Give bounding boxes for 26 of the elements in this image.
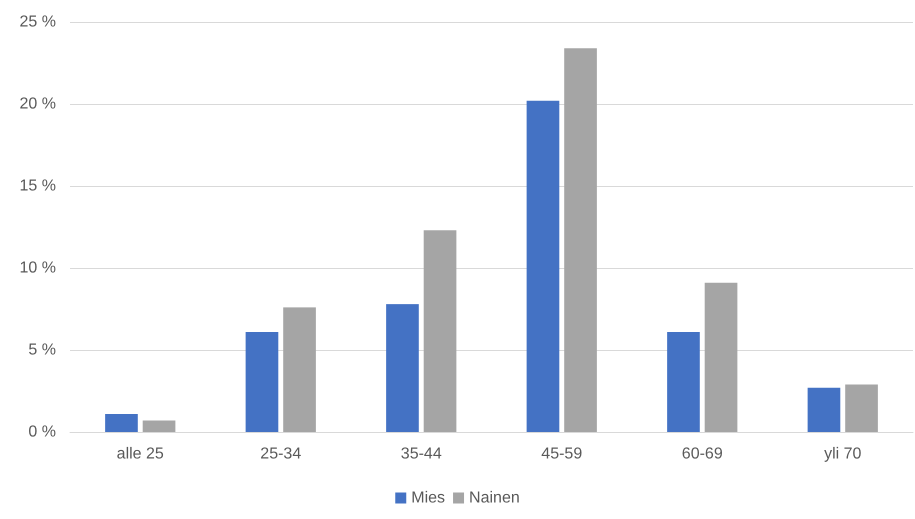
x-tick-label: 45-59 <box>541 446 582 462</box>
bar <box>845 384 878 432</box>
bar <box>808 388 840 432</box>
legend-label: Nainen <box>469 490 520 506</box>
y-tick-label: 5 % <box>28 342 56 358</box>
y-tick-label: 20 % <box>20 96 56 112</box>
x-tick-label: 25-34 <box>260 446 302 462</box>
bar <box>246 332 278 432</box>
y-tick-label: 10 % <box>20 260 56 276</box>
bar <box>526 100 560 432</box>
y-tick-label: 25 % <box>20 14 56 30</box>
x-tick-label: 60-69 <box>682 446 723 462</box>
legend-label: Mies <box>411 490 446 506</box>
y-tick-label: 0 % <box>28 424 56 440</box>
bar <box>424 230 456 432</box>
bar <box>105 414 138 432</box>
bar <box>704 282 738 432</box>
bar <box>667 332 700 432</box>
x-tick-label: 35-44 <box>400 446 442 462</box>
x-tick-label: yli 70 <box>824 446 862 462</box>
x-tick-label: alle 25 <box>116 446 164 462</box>
bar <box>564 48 597 432</box>
y-tick-label: 15 % <box>20 178 56 194</box>
bar <box>142 420 176 432</box>
bar <box>386 304 419 432</box>
bar <box>283 307 316 432</box>
